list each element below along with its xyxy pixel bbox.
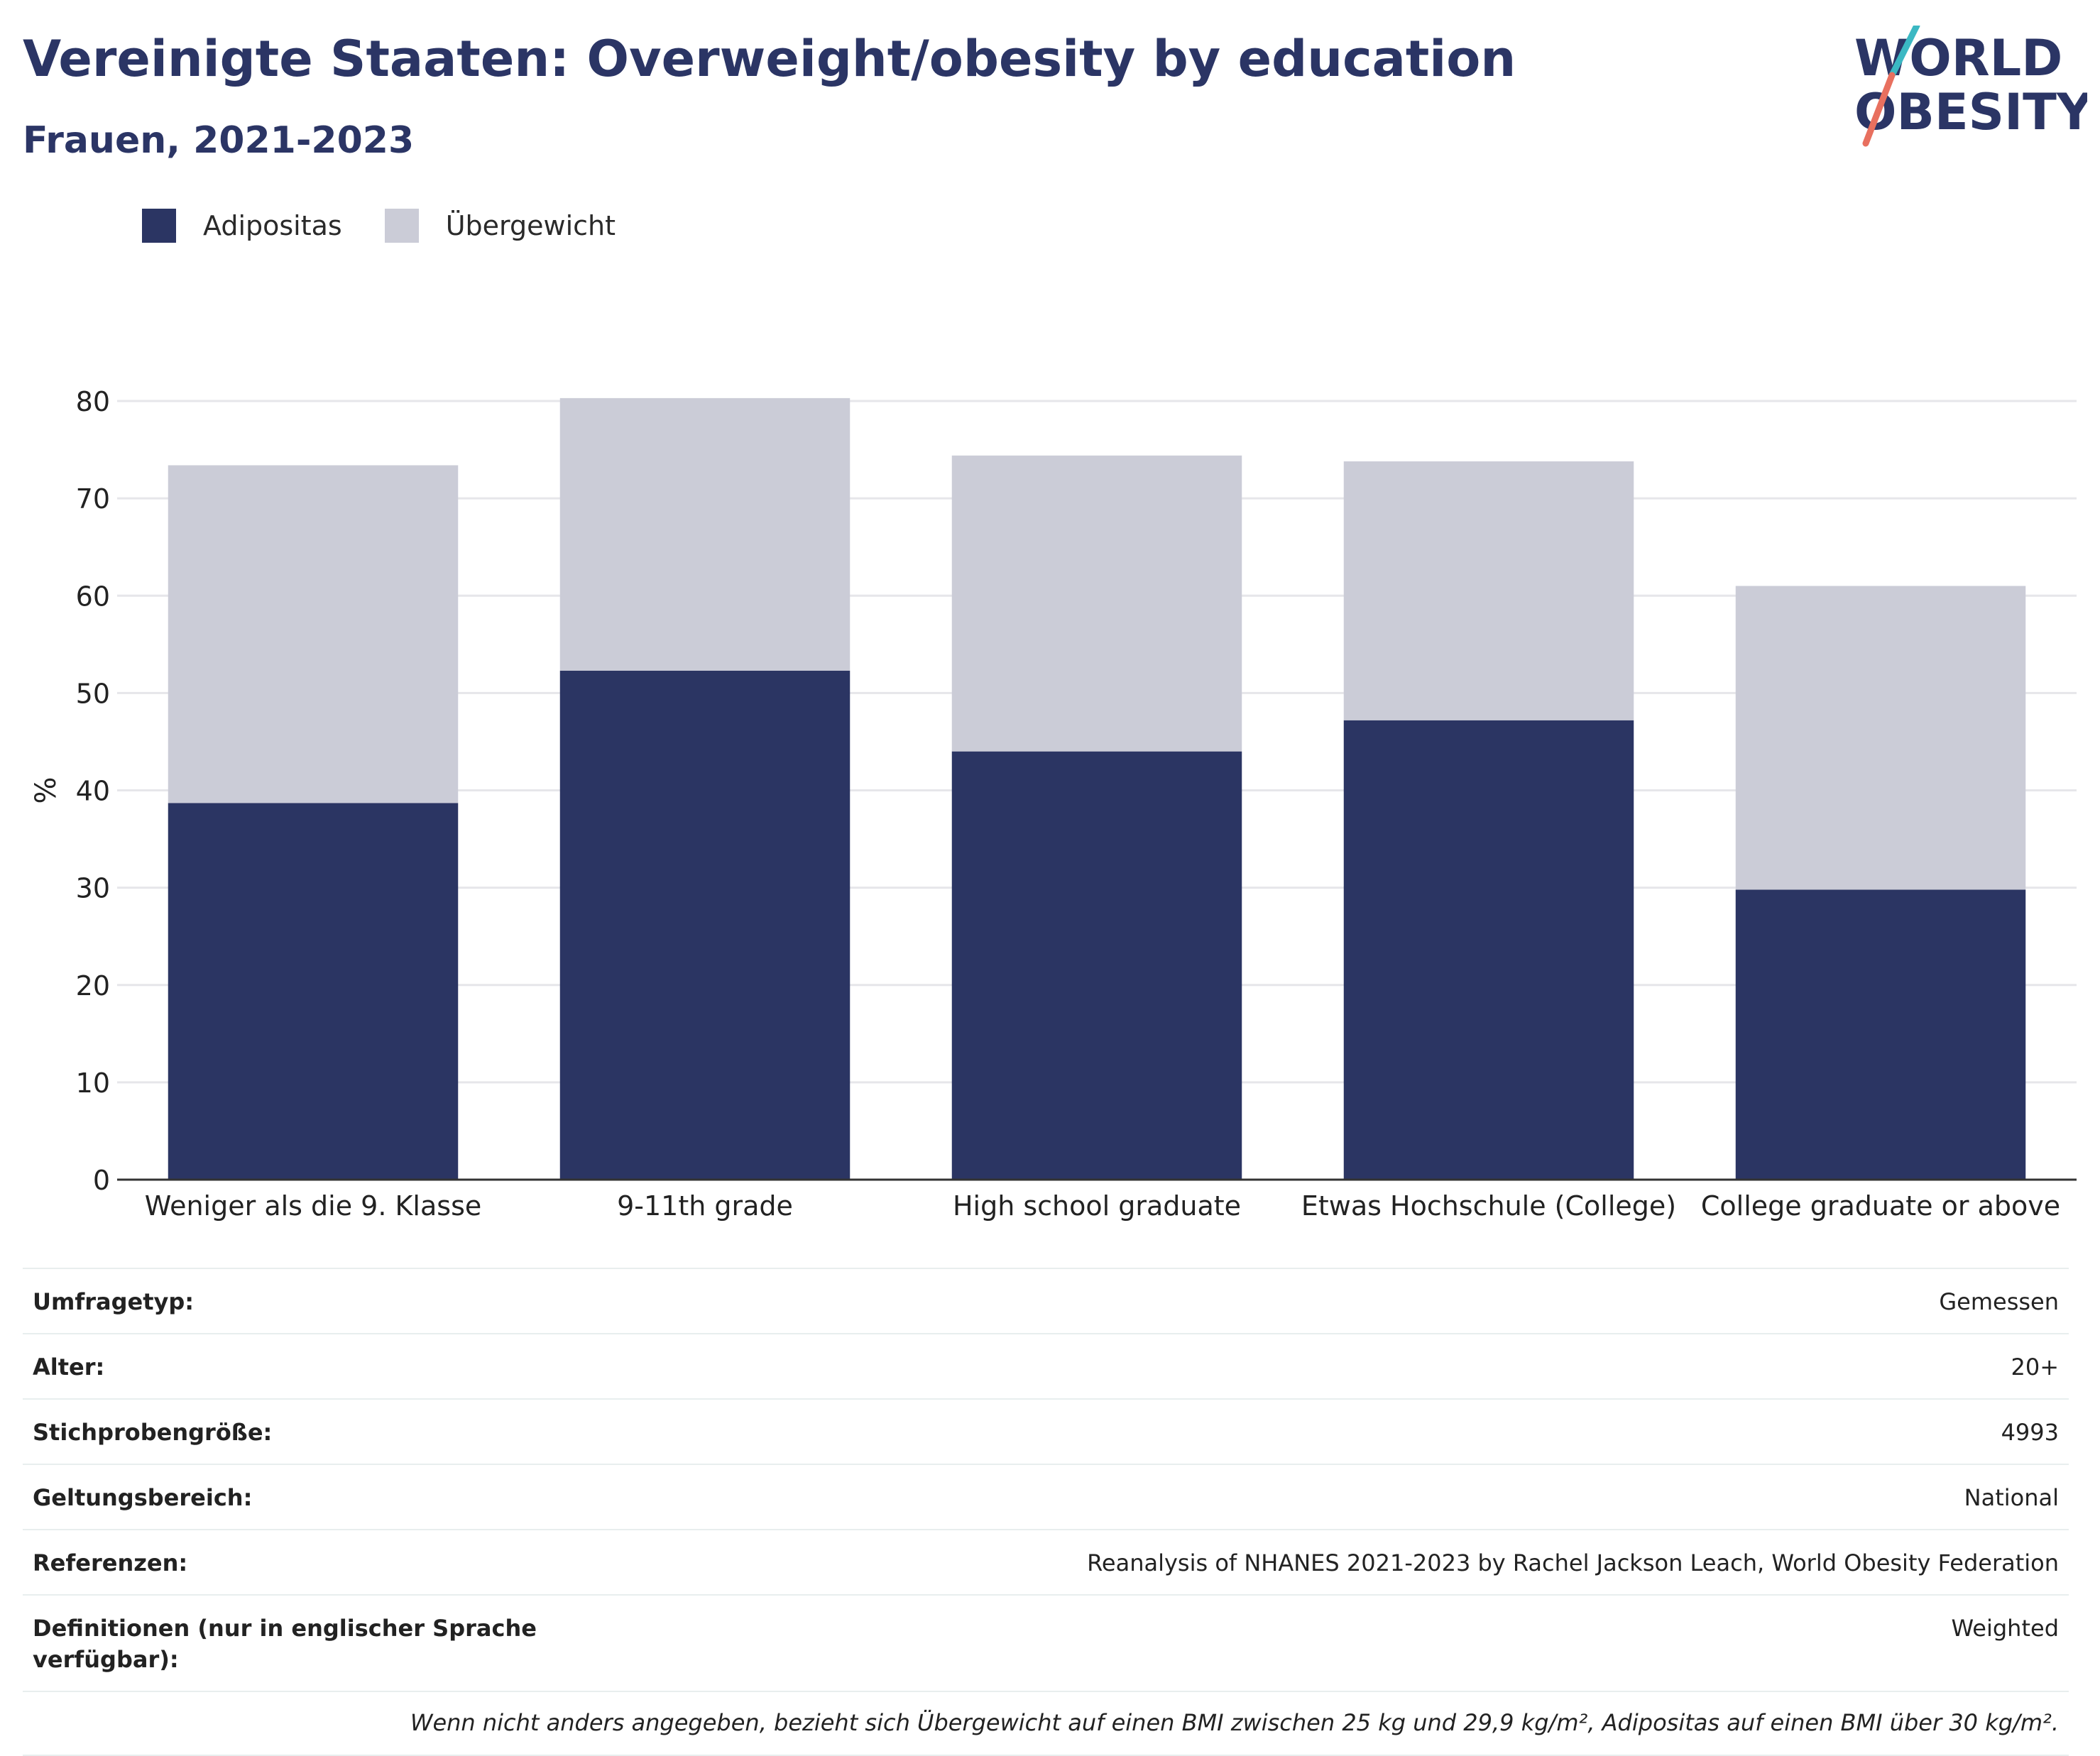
meta-value: National bbox=[1964, 1484, 2059, 1511]
x-tick-label: High school graduate bbox=[953, 1190, 1241, 1222]
bar-segment-obesity bbox=[1735, 889, 2026, 1180]
y-tick-label: 70 bbox=[76, 483, 110, 515]
logo-line2: OBESITY bbox=[1854, 83, 2087, 141]
meta-row: Stichprobengröße: 4993 bbox=[23, 1398, 2069, 1464]
footnote: Wenn nicht anders angegeben, bezieht sic… bbox=[23, 1691, 2069, 1756]
legend-label-obesity: Adipositas bbox=[203, 210, 342, 241]
meta-key: Referenzen: bbox=[33, 1549, 188, 1576]
y-axis-label: % bbox=[30, 777, 62, 803]
meta-value: Gemessen bbox=[1939, 1288, 2059, 1315]
bar-segment-obesity bbox=[951, 751, 1242, 1180]
chart-title: Vereinigte Staaten: Overweight/obesity b… bbox=[23, 30, 1516, 88]
world-obesity-logo: WORLD OBESITY bbox=[1854, 26, 2087, 147]
y-tick-label: 10 bbox=[76, 1068, 110, 1099]
y-tick-label: 20 bbox=[76, 970, 110, 1002]
legend-swatch-overweight bbox=[384, 209, 419, 243]
x-tick-label: College graduate or above bbox=[1701, 1190, 2060, 1222]
metadata-table: Umfragetyp: Gemessen Alter: 20+ Stichprobe… bbox=[23, 1268, 2069, 1756]
meta-value: 4993 bbox=[2001, 1419, 2059, 1446]
x-tick-label: 9-11th grade bbox=[617, 1190, 793, 1222]
x-tick-label: Etwas Hochschule (College) bbox=[1301, 1190, 1676, 1222]
meta-row: Geltungsbereich: National bbox=[23, 1464, 2069, 1529]
chart-legend: Adipositas Übergewicht bbox=[142, 209, 658, 243]
meta-row: Alter: 20+ bbox=[23, 1333, 2069, 1398]
bar-segment-overweight bbox=[951, 455, 1242, 752]
logo-line1: WORLD bbox=[1854, 29, 2062, 87]
bar-segment-overweight bbox=[1735, 586, 2026, 890]
y-tick-label: 40 bbox=[76, 776, 110, 807]
chart-subtitle: Frauen, 2021-2023 bbox=[23, 119, 415, 162]
bar-segment-overweight bbox=[559, 397, 851, 671]
logo-slash-teal bbox=[1888, 26, 1920, 79]
meta-value: Reanalysis of NHANES 2021-2023 by Rachel… bbox=[1087, 1549, 2059, 1576]
meta-row: Referenzen: Reanalysis of NHANES 2021-202… bbox=[23, 1529, 2069, 1594]
bar-segment-obesity bbox=[1343, 720, 1634, 1180]
bar-segment-obesity bbox=[559, 670, 851, 1180]
bar-segment-obesity bbox=[168, 803, 459, 1180]
legend-swatch-obesity bbox=[142, 209, 176, 243]
bar-segment-overweight bbox=[1343, 461, 1634, 720]
meta-value: 20+ bbox=[2011, 1354, 2059, 1381]
y-tick-label: 60 bbox=[76, 581, 110, 612]
y-tick-label: 80 bbox=[76, 386, 110, 417]
meta-key: Alter: bbox=[33, 1354, 105, 1381]
meta-row: Definitionen (nur in englischer Sprache … bbox=[23, 1594, 2069, 1691]
meta-key: Definitionen (nur in englischer Sprache … bbox=[33, 1615, 537, 1673]
y-tick-label: 50 bbox=[76, 678, 110, 709]
y-tick-label: 30 bbox=[76, 873, 110, 904]
meta-key: Stichprobengröße: bbox=[33, 1419, 273, 1446]
legend-label-overweight: Übergewicht bbox=[445, 210, 616, 241]
meta-row: Umfragetyp: Gemessen bbox=[23, 1268, 2069, 1333]
meta-value: Weighted bbox=[1951, 1615, 2059, 1642]
x-tick-label: Weniger als die 9. Klasse bbox=[145, 1190, 482, 1222]
logo-slash-coral bbox=[1862, 72, 1896, 147]
y-tick-label: 0 bbox=[93, 1165, 110, 1196]
meta-key: Geltungsbereich: bbox=[33, 1484, 253, 1511]
stacked-bar-chart: 0 10 20 30 40 50 60 70 80% Weniger als die 9. Kla… bbox=[30, 386, 2077, 1222]
bar-segment-overweight bbox=[168, 465, 459, 803]
meta-key: Umfragetyp: bbox=[33, 1288, 195, 1315]
